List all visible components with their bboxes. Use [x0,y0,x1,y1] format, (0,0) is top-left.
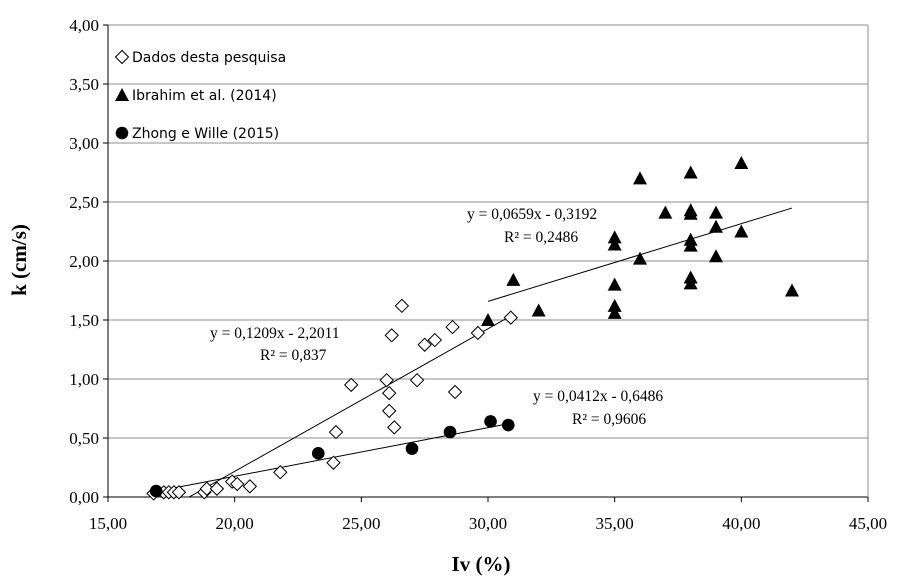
data-point-series-2 [709,249,723,263]
x-tick-label: 20,00 [216,514,254,533]
data-point-series-2 [683,270,698,284]
x-axis-title: Iv (%) [452,552,511,576]
legend-label-1: Dados desta pesquisa [132,50,286,66]
data-point-series-1 [229,476,245,492]
grid-lines [108,24,868,439]
data-point-series-2 [481,313,495,326]
y-tick-label: 3,50 [69,75,99,94]
data-point-series-2 [633,171,647,185]
data-point-series-3 [501,418,515,432]
data-point-series-2 [709,219,723,233]
y-axis-title: k (cm/s) [7,224,31,296]
data-point-series-2 [506,272,521,286]
trendline-1 [188,315,512,498]
trendline-equation-1: y = 0,1209x - 2,2011 [210,325,340,342]
data-point-series-1 [171,485,187,500]
data-point-series-3 [405,442,419,455]
data-point-series-1 [447,384,463,400]
r-squared-1: R² = 0,837 [260,347,327,364]
data-point-series-2 [683,165,698,179]
data-point-series-2 [607,237,622,251]
data-point-series-1 [417,337,432,352]
data-point-series-2 [633,251,647,265]
data-point-series-2 [531,303,546,317]
trendline-equations: y = 0,1209x - 2,2011 R² = 0,837 y = 0,0659… [210,206,663,428]
data-point-series-2 [683,203,698,217]
y-tick-label: 1,50 [69,311,99,330]
r-squared-3: R² = 0,9606 [572,411,646,428]
y-tick-label: 0,00 [69,488,99,507]
data-point-series-2 [607,230,622,244]
data-point-series-2 [607,298,622,312]
y-tick-label: 0,50 [69,429,99,448]
legend-marker-3 [115,126,129,140]
x-tick-label: 25,00 [342,514,380,533]
data-point-series-2 [709,205,723,219]
data-point-series-1 [387,420,402,435]
data-point-series-1 [381,385,397,401]
legend-marker-2 [115,88,129,101]
data-point-series-1 [273,465,288,480]
y-tick-label: 2,50 [69,193,99,212]
data-point-series-1 [379,372,394,388]
data-point-series-1 [328,424,344,440]
y-tick-label: 1,00 [69,370,99,389]
y-tick-label: 2,00 [69,252,99,271]
r-squared-2: R² = 0,2486 [504,229,578,246]
data-point-series-1 [503,310,519,325]
data-point-series-3 [443,425,457,439]
data-point-series-1 [470,325,486,341]
data-point-series-3 [484,415,497,428]
data-point-series-1 [409,372,425,388]
trendline-equation-3: y = 0,0412x - 0,6486 [533,388,663,405]
y-tick-label: 3,00 [69,134,99,153]
data-point-series-2 [734,156,749,170]
data-point-series-1 [343,377,359,393]
axes [103,24,869,502]
data-point-series-3 [149,484,163,498]
legend-label-3: Zhong e Wille (2015) [132,126,279,142]
data-point-series-2 [607,305,622,319]
data-point-series-3 [311,447,325,460]
x-tick-label: 35,00 [596,514,634,533]
data-point-series-2 [607,277,622,291]
tick-labels: 0,00 0,50 1,00 1,50 2,00 2,50 3,00 3,50 4,00 15,0… [69,16,887,533]
data-point-series-1 [209,481,225,496]
x-tick-label: 45,00 [849,514,887,533]
x-tick-label: 30,00 [469,514,507,533]
data-point-series-1 [381,403,397,419]
x-tick-label: 15,00 [89,514,127,533]
x-tick-label: 40,00 [722,514,760,533]
data-point-series-1 [427,332,443,348]
trendline-equation-2: y = 0,0659x - 0,3192 [467,206,597,223]
data-point-series-2 [683,232,698,246]
data-point-series-1 [445,319,460,335]
data-point-series-2 [785,283,799,297]
data-point-series-2 [658,205,673,219]
legend: Dados desta pesquisa Ibrahim et al. (2014… [114,49,286,142]
data-point-series-1 [394,298,410,314]
legend-label-2: Ibrahim et al. (2014) [132,88,277,104]
data-point-series-1 [242,479,258,494]
data-point-series-1 [326,455,341,470]
data-points [146,156,799,501]
legend-marker-1 [114,49,130,65]
y-tick-label: 4,00 [69,16,99,35]
data-point-series-1 [384,328,399,343]
data-point-series-1 [199,481,215,496]
data-point-series-2 [734,224,749,238]
